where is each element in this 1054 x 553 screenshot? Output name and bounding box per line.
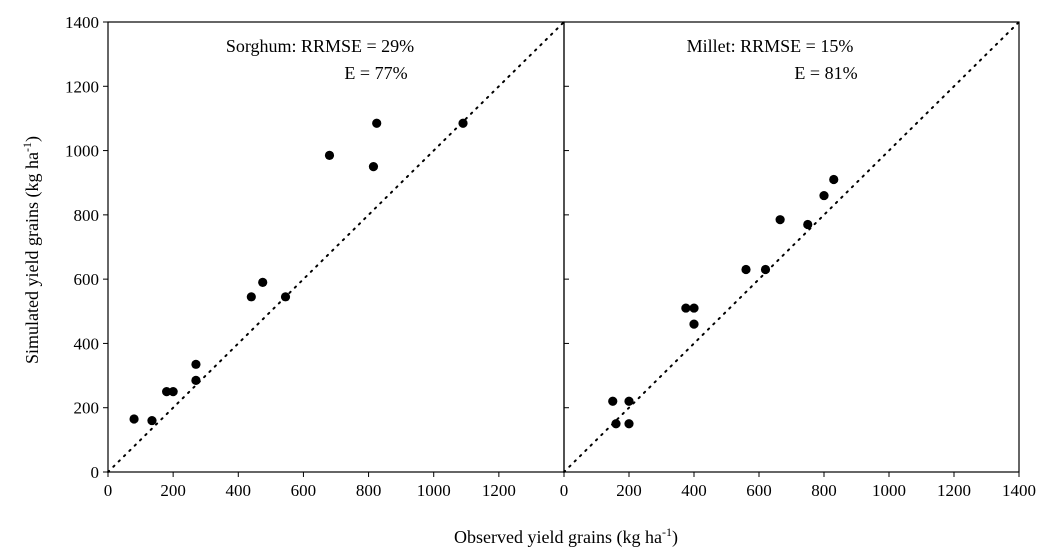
sorghum-x-tick-label: 600 [291, 481, 317, 500]
millet-x-tick-label: 200 [616, 481, 642, 500]
sorghum-y-tick-label: 1400 [65, 13, 99, 32]
y-axis-title: Simulated yield grains (kg ha-1) [20, 136, 43, 364]
millet-data-point [775, 215, 785, 225]
sorghum-y-tick-label: 1000 [65, 142, 99, 161]
sorghum-y-tick-label: 200 [74, 399, 100, 418]
sorghum-x-tick-label: 1000 [417, 481, 451, 500]
millet-x-tick-label: 1000 [872, 481, 906, 500]
sorghum-y-tick-label: 0 [91, 463, 100, 482]
millet-x-tick-label: 1200 [937, 481, 971, 500]
millet-one-to-one-line [563, 21, 1020, 473]
millet-x-tick-label: 1400 [1002, 481, 1036, 500]
millet-data-point [760, 264, 771, 275]
sorghum-data-point [246, 292, 256, 302]
panel-sorghum: 0 200 400 600 800 1000 1200 0 200 400 600 800 1000 12… [65, 13, 565, 500]
millet-x-tick-label: 0 [560, 481, 569, 500]
millet-data-point [611, 419, 621, 429]
sorghum-one-to-one-line [107, 21, 565, 473]
sorghum-x-tick-label: 400 [226, 481, 252, 500]
sorghum-data-point [324, 150, 335, 160]
sorghum-y-tick-label: 1200 [65, 77, 99, 96]
sorghum-data-point [368, 162, 379, 172]
millet-data-point [689, 303, 699, 313]
millet-data-point [608, 396, 618, 406]
millet-x-tick-label: 800 [811, 481, 837, 500]
sorghum-y-tick-label: 800 [74, 206, 100, 225]
sorghum-x-tick-label: 800 [356, 481, 382, 500]
sorghum-y-tick-label: 600 [74, 270, 100, 289]
millet-x-tick-label: 600 [746, 481, 772, 500]
sorghum-data-point [372, 118, 382, 128]
millet-data-point [803, 219, 813, 230]
x-axis-title: Observed yield grains (kg ha-1) [454, 525, 678, 548]
sorghum-data-point [168, 387, 178, 397]
sorghum-rrmse-annotation: Sorghum: RRMSE = 29% [226, 36, 414, 56]
panel-millet: 0 200 400 600 800 1000 1200 1400 Millet: RRMSE =… [560, 21, 1036, 500]
millet-data-point [624, 419, 634, 429]
sorghum-data-point [258, 277, 268, 287]
sorghum-y-tick-label: 400 [74, 334, 100, 353]
sorghum-data-point [162, 387, 172, 397]
millet-data-point [829, 174, 839, 185]
sorghum-data-point [191, 359, 201, 369]
sorghum-efficiency-annotation: E = 77% [344, 63, 407, 83]
sorghum-x-tick-label: 1200 [482, 481, 516, 500]
millet-data-point [681, 303, 691, 313]
sorghum-data-point [129, 414, 139, 424]
millet-x-tick-label: 400 [681, 481, 707, 500]
millet-data-point [624, 396, 634, 406]
millet-data-point [741, 264, 751, 275]
millet-data-point [819, 190, 829, 201]
sorghum-x-tick-label: 0 [104, 481, 113, 500]
sorghum-data-point [458, 118, 468, 128]
millet-efficiency-annotation: E = 81% [794, 63, 857, 83]
millet-data-point [689, 319, 699, 329]
sorghum-data-point [280, 292, 291, 302]
sorghum-x-tick-label: 200 [160, 481, 186, 500]
millet-rrmse-annotation: Millet: RRMSE = 15% [687, 36, 854, 56]
millet-plot-frame [563, 21, 1020, 473]
sorghum-data-point [147, 415, 157, 426]
sorghum-data-point [191, 375, 201, 385]
